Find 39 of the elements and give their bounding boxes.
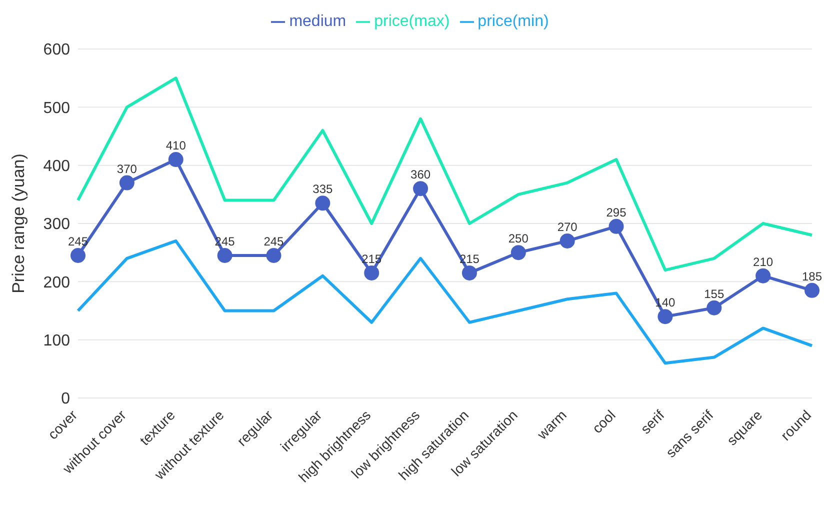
y-tick-label: 600 [43, 42, 70, 59]
data-label: 185 [802, 269, 822, 284]
point [413, 181, 428, 196]
x-tick-label: cool [588, 406, 618, 436]
data-label: 155 [704, 286, 724, 301]
y-tick-label: 400 [43, 158, 70, 176]
point [217, 248, 232, 263]
legend-label: price(min) [478, 13, 549, 30]
data-label: 295 [606, 205, 627, 220]
data-label: 250 [508, 232, 529, 246]
point [364, 265, 380, 280]
legend-label: medium [289, 13, 346, 30]
point [70, 248, 86, 263]
data-label: 245 [264, 234, 284, 248]
y-tick-label: 100 [43, 332, 70, 350]
point [608, 218, 624, 234]
data-label: 210 [753, 254, 774, 269]
point [462, 265, 477, 280]
point [119, 175, 134, 190]
y-tick-label: 0 [61, 390, 70, 408]
point [804, 282, 820, 298]
y-tick-label: 200 [43, 274, 70, 292]
legend-label: price(max) [374, 13, 450, 30]
point [168, 152, 184, 168]
point [756, 268, 771, 284]
point [266, 248, 282, 263]
y-tick-label: 300 [43, 216, 70, 234]
point [706, 300, 722, 316]
y-axis-title: Price range (yuan) [9, 154, 28, 294]
point [560, 233, 575, 248]
point [658, 309, 673, 324]
point [510, 245, 526, 260]
data-label: 360 [410, 168, 431, 182]
data-label: 410 [166, 138, 186, 153]
point [315, 196, 330, 211]
data-label: 370 [116, 162, 138, 176]
data-label: 335 [312, 182, 333, 196]
data-label: 270 [557, 220, 578, 234]
y-tick-label: 500 [43, 100, 70, 117]
